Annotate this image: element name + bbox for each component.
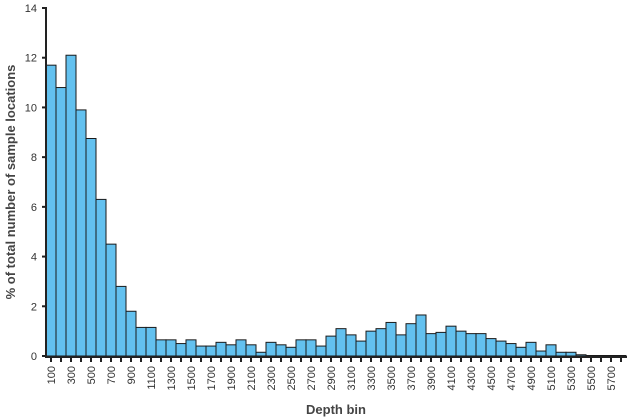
bar-4300 — [465, 333, 477, 357]
y-tick-label: 12 — [25, 53, 37, 65]
x-tick-label: 2900 — [326, 366, 338, 390]
x-tick-label: 300 — [66, 366, 78, 384]
bar-5100 — [545, 344, 557, 357]
bar-3100 — [345, 334, 357, 357]
bar-2600 — [295, 339, 307, 357]
bar-2500 — [285, 346, 297, 357]
bar-3900 — [425, 333, 437, 357]
x-axis-ticks: 100 300 500 700 900 1100 1300 1500 1700 1900 2100 2… — [46, 357, 622, 390]
bar-3200 — [355, 340, 367, 357]
bar-3500 — [385, 321, 397, 357]
bar-3300 — [365, 330, 377, 357]
bar-800 — [115, 285, 127, 357]
x-tick-label: 3500 — [386, 366, 398, 390]
x-tick-label: 4900 — [526, 366, 538, 390]
bar-2900 — [325, 335, 337, 357]
x-tick-label: 2300 — [266, 366, 278, 390]
bar-1700 — [205, 345, 217, 357]
y-tick-label: 10 — [25, 102, 37, 114]
bar-5400 — [575, 354, 587, 357]
bar-4500 — [485, 338, 497, 357]
x-tick-label: 4500 — [486, 366, 498, 390]
x-tick-label: 5500 — [586, 366, 598, 390]
x-tick-label: 3700 — [406, 366, 418, 390]
bar-3800 — [415, 314, 427, 357]
x-tick-label: 4700 — [506, 366, 518, 390]
bar-1900 — [225, 344, 237, 357]
x-tick-label: 1700 — [206, 366, 218, 390]
bar-500 — [85, 138, 97, 357]
bar-4800 — [515, 346, 527, 357]
bar-300 — [65, 54, 77, 357]
y-tick-label: 6 — [31, 202, 37, 214]
x-tick-label: 900 — [126, 366, 138, 384]
bar-4100 — [445, 325, 457, 357]
bar-1300 — [165, 339, 177, 357]
bar-3600 — [395, 334, 407, 357]
bar-400 — [75, 109, 87, 357]
y-axis-label: % of total number of sample locations — [3, 65, 18, 300]
x-tick-label: 700 — [106, 366, 118, 384]
bar-600 — [95, 198, 107, 357]
x-tick-label: 1900 — [226, 366, 238, 390]
x-tick-label: 1300 — [166, 366, 178, 390]
bar-1500 — [185, 339, 197, 357]
bar-3700 — [405, 323, 417, 357]
x-tick-label: 3900 — [426, 366, 438, 390]
x-tick-label: 5100 — [546, 366, 558, 390]
y-axis-ticks: 0 2 4 6 8 10 12 14 — [25, 3, 46, 363]
bar-5000 — [535, 350, 547, 357]
bar-4200 — [455, 330, 467, 357]
bar-5300 — [565, 351, 577, 357]
bar-3400 — [375, 328, 387, 357]
x-tick-label: 4300 — [466, 366, 478, 390]
bar-100 — [45, 64, 57, 357]
x-tick-label: 2500 — [286, 366, 298, 390]
x-tick-label: 4100 — [446, 366, 458, 390]
bar-2300 — [265, 341, 277, 357]
bar-2700 — [305, 339, 317, 357]
y-tick-label: 2 — [31, 301, 37, 313]
x-tick-label: 1500 — [186, 366, 198, 390]
bar-1200 — [155, 339, 167, 357]
bar-1600 — [195, 345, 207, 357]
bar-4700 — [505, 343, 517, 357]
bar-4600 — [495, 340, 507, 357]
bar-2200 — [255, 351, 267, 357]
bar-1100 — [145, 326, 157, 357]
bar-1000 — [135, 326, 147, 357]
bar-2100 — [245, 344, 257, 357]
x-axis-label: Depth bin — [306, 402, 366, 417]
bar-2400 — [275, 344, 287, 357]
x-tick-label: 100 — [46, 366, 58, 384]
bar-1800 — [215, 341, 227, 357]
bar-4900 — [525, 341, 537, 357]
bar-5200 — [555, 351, 567, 357]
bar-2800 — [315, 345, 327, 357]
x-tick-label: 2100 — [246, 366, 258, 390]
x-tick-label: 1100 — [146, 366, 158, 390]
y-tick-label: 4 — [31, 252, 37, 264]
x-tick-label: 3300 — [366, 366, 378, 390]
x-tick-label: 500 — [86, 366, 98, 384]
bar-700 — [105, 243, 117, 357]
x-tick-label: 2700 — [306, 366, 318, 390]
y-tick-label: 8 — [31, 152, 37, 164]
y-tick-label: 14 — [25, 3, 37, 15]
x-tick-label: 5700 — [606, 366, 618, 390]
bar-3000 — [335, 328, 347, 357]
bar-200 — [55, 87, 67, 357]
bar-1400 — [175, 343, 187, 357]
bar-4000 — [435, 331, 447, 357]
y-tick-label: 0 — [31, 351, 37, 363]
bar-900 — [125, 310, 137, 357]
x-tick-label: 5300 — [566, 366, 578, 390]
x-tick-label: 3100 — [346, 366, 358, 390]
bar-4400 — [475, 333, 487, 357]
bar-2000 — [235, 339, 247, 357]
bars — [45, 54, 627, 357]
